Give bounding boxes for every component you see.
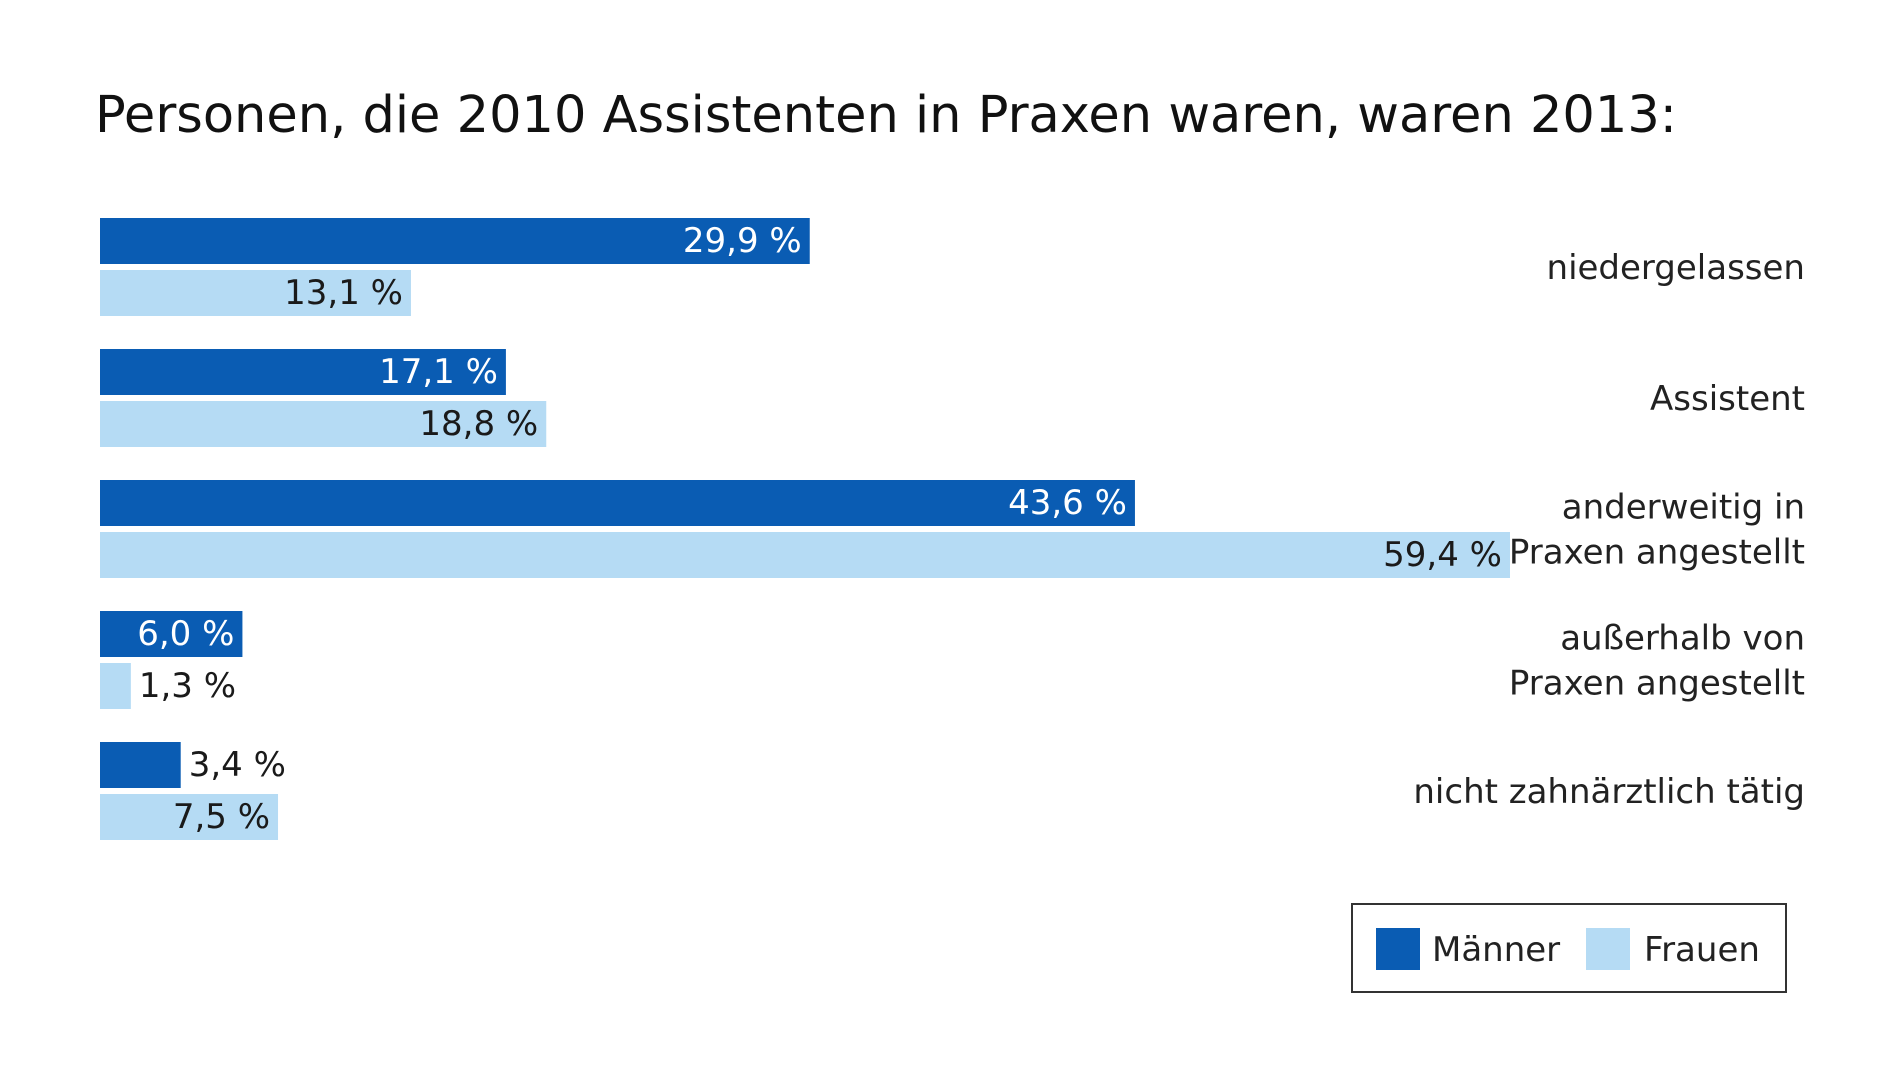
category-label-0-0: niedergelassen: [1547, 248, 1805, 288]
category-label-4-0: nicht zahnärztlich tätig: [1413, 772, 1805, 812]
bar-maenner-2: [100, 480, 1135, 526]
bar-maenner-1: [100, 349, 506, 395]
bar-maenner-0: [100, 218, 810, 264]
legend: Männer Frauen: [1351, 903, 1787, 993]
legend-box: [1351, 903, 1787, 993]
value-label-maenner-3: 6,0 %: [137, 614, 234, 654]
value-label-maenner-0: 29,9 %: [683, 221, 802, 261]
legend-label-maenner: Männer: [1432, 930, 1560, 970]
category-label-3-0: außerhalb von: [1560, 619, 1805, 659]
value-label-maenner-4: 3,4 %: [189, 745, 286, 785]
bar-frauen-3: [100, 663, 131, 709]
value-label-frauen-0: 13,1 %: [284, 273, 403, 313]
category-label-3-1: Praxen angestellt: [1509, 664, 1805, 704]
value-label-frauen-1: 18,8 %: [419, 404, 538, 444]
bars-group: 29,9 % 13,1 % niedergelassen 17,1 % 18,8 % As…: [100, 218, 1805, 840]
legend-swatch-frauen: [1586, 928, 1630, 970]
value-label-frauen-4: 7,5 %: [173, 797, 270, 837]
bar-frauen-1: [100, 401, 547, 447]
bar-frauen-4: [100, 794, 279, 840]
category-label-1-0: Assistent: [1650, 379, 1805, 419]
bar-maenner-3: [100, 611, 243, 657]
bar-frauen-0: [100, 270, 411, 316]
value-label-frauen-2: 59,4 %: [1383, 535, 1502, 575]
value-label-frauen-3: 1,3 %: [139, 666, 236, 706]
category-label-2-0: anderweitig in: [1562, 488, 1805, 528]
chart-title: Personen, die 2010 Assistenten in Praxen…: [95, 86, 1677, 145]
legend-label-frauen: Frauen: [1644, 930, 1760, 970]
bar-maenner-4: [100, 742, 181, 788]
category-label-2-1: Praxen angestellt: [1509, 533, 1805, 573]
bar-frauen-2: [100, 532, 1510, 578]
value-label-maenner-2: 43,6 %: [1008, 483, 1127, 523]
value-label-maenner-1: 17,1 %: [379, 352, 498, 392]
legend-swatch-maenner: [1376, 928, 1420, 970]
